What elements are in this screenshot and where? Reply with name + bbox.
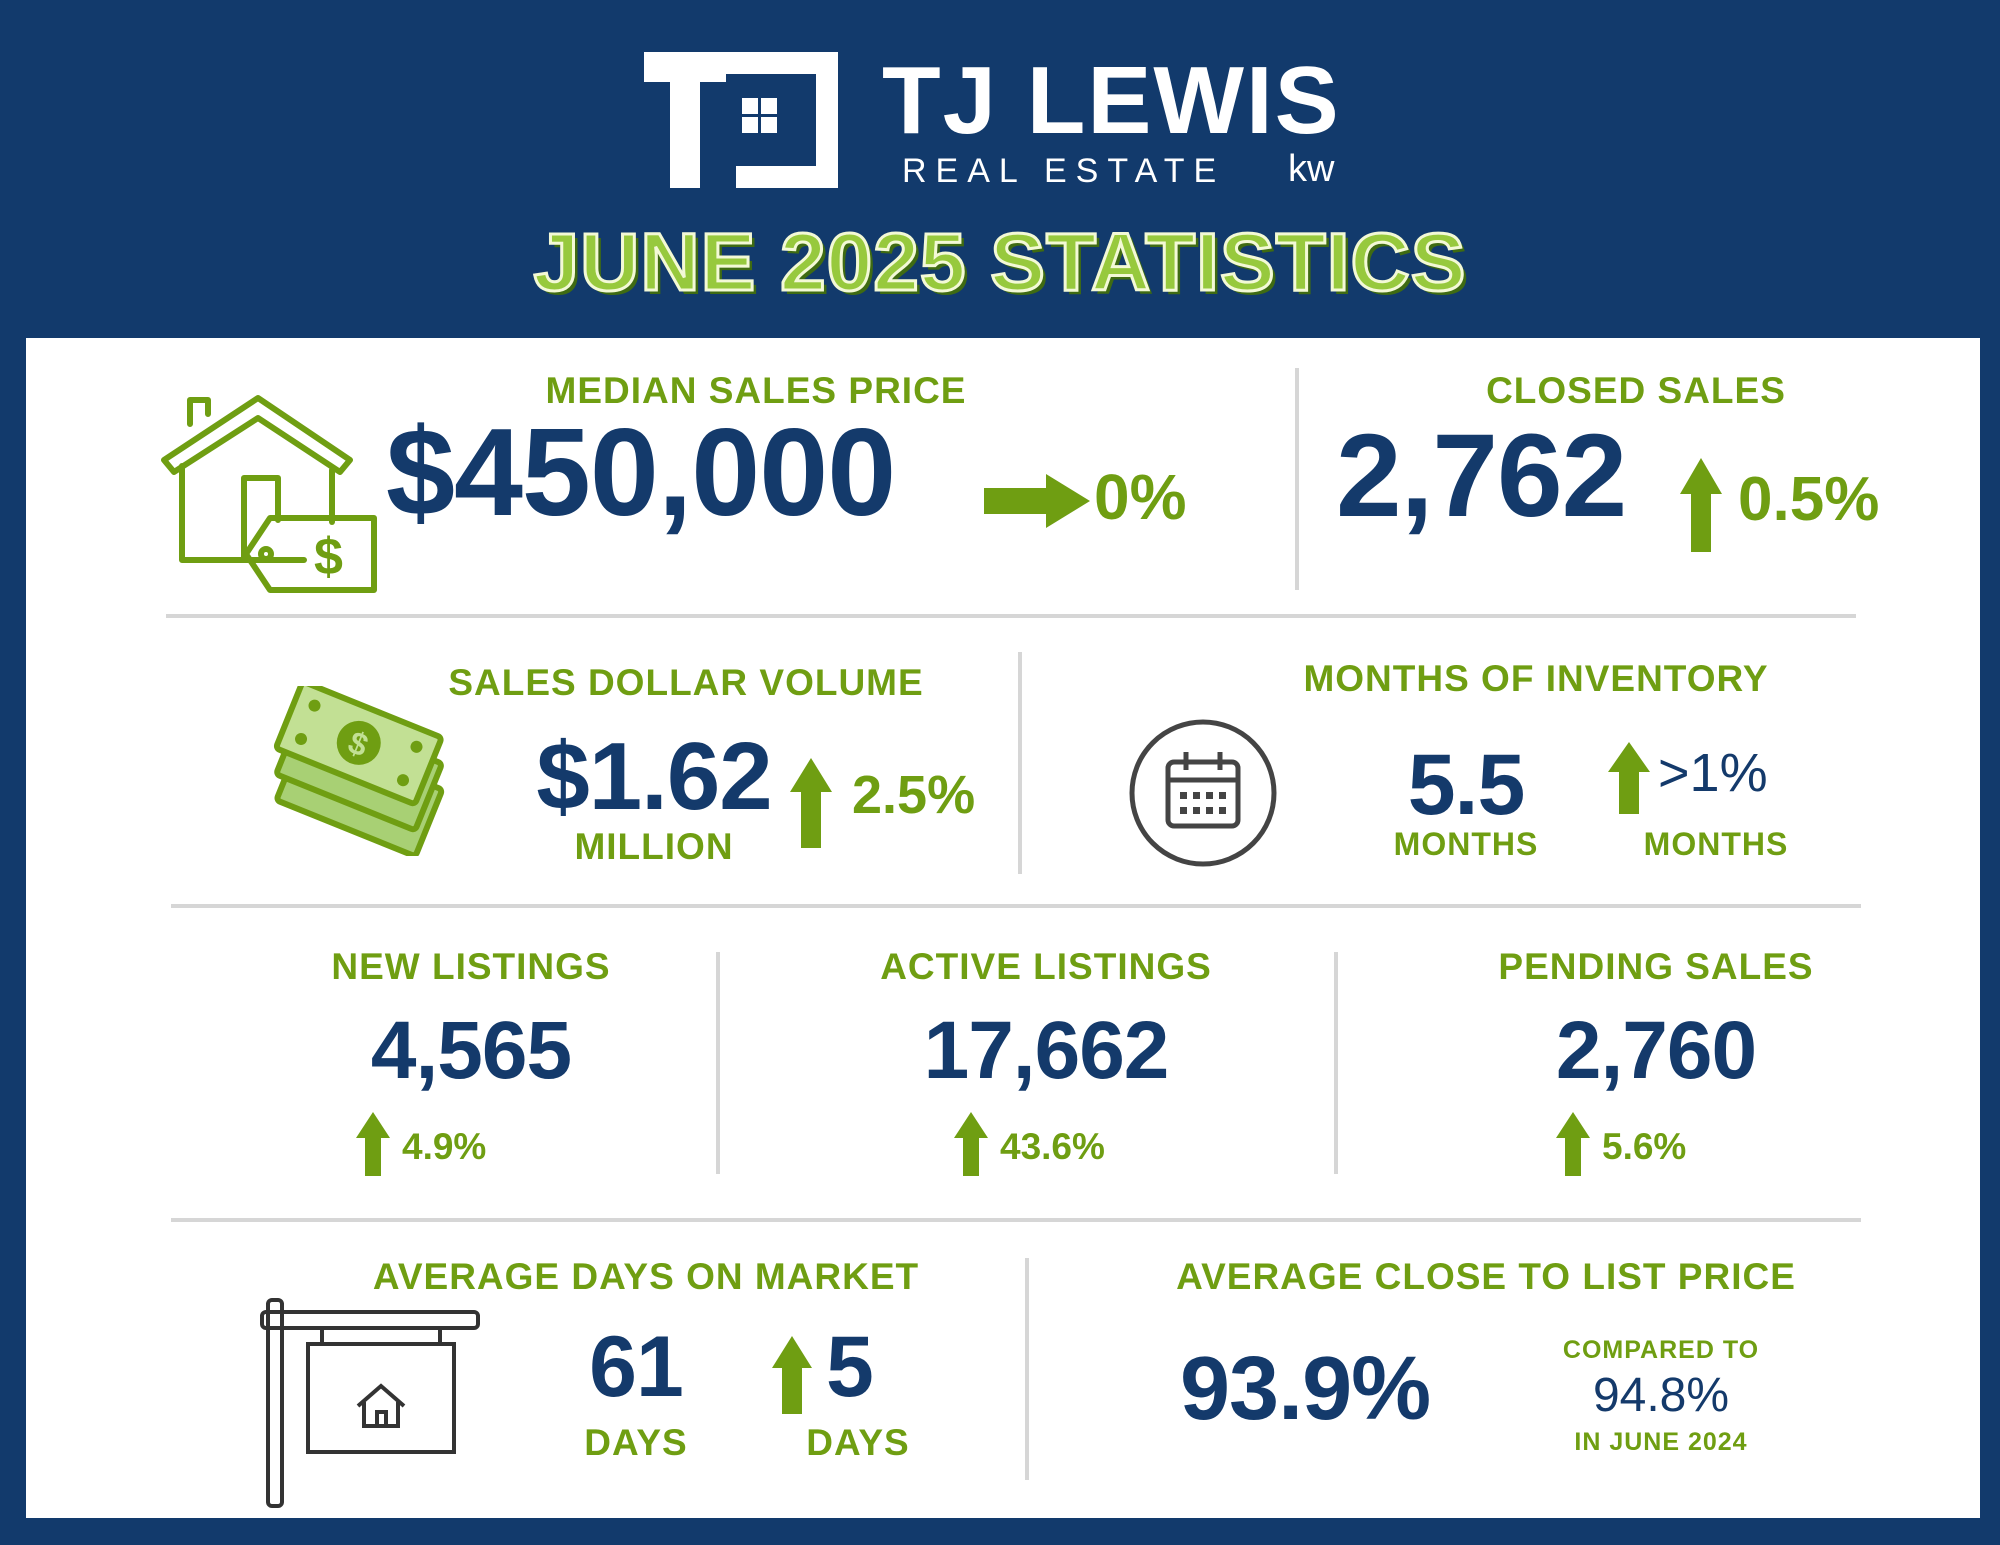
- pending-sales-value: 2,760: [1555, 1005, 1757, 1096]
- for-sale-sign-icon: [258, 1296, 482, 1510]
- sales-dollar-volume-label: SALES DOLLAR VOLUME: [448, 662, 924, 703]
- active-listings-change: 43.6%: [1000, 1126, 1105, 1167]
- divider-row-1: [166, 614, 1856, 618]
- arrow-up-icon: [356, 1112, 390, 1176]
- average-days-on-market-change: 5: [826, 1319, 874, 1415]
- arrow-up-icon: [772, 1336, 812, 1414]
- arrow-up-icon: [954, 1112, 988, 1176]
- median-sales-price-label: MEDIAN SALES PRICE: [545, 370, 967, 411]
- divider-row-2: [171, 904, 1861, 908]
- arrow-up-icon: [1608, 742, 1650, 814]
- months-of-inventory-change-unit: MONTHS: [1643, 826, 1789, 862]
- new-listings-value: 4,565: [370, 1005, 572, 1096]
- new-listings-change: 4.9%: [402, 1126, 487, 1167]
- sales-dollar-volume-unit: MILLION: [574, 826, 734, 867]
- divider-col-4: [1334, 952, 1338, 1174]
- divider-col-3: [716, 952, 720, 1174]
- new-listings-label: NEW LISTINGS: [331, 946, 611, 987]
- money-stack-icon: $: [264, 686, 464, 856]
- median-sales-price-value: $450,000: [386, 404, 896, 542]
- average-days-on-market-unit: DAYS: [584, 1422, 688, 1463]
- months-of-inventory-unit: MONTHS: [1393, 826, 1539, 862]
- months-of-inventory-value: 5.5: [1407, 737, 1526, 833]
- brand-subtitle: REAL ESTATE: [902, 152, 1226, 190]
- compared-to-label: COMPARED TO: [1562, 1336, 1760, 1364]
- average-days-on-market-value: 61: [589, 1319, 684, 1415]
- average-days-on-market-change-unit: DAYS: [806, 1422, 910, 1463]
- closed-sales-change: 0.5%: [1738, 465, 1880, 534]
- average-close-to-list-value: 93.9%: [1180, 1339, 1431, 1439]
- pending-sales-change: 5.6%: [1602, 1126, 1687, 1167]
- average-days-on-market-label: AVERAGE DAYS ON MARKET: [372, 1256, 920, 1297]
- arrow-up-icon: [1680, 458, 1722, 552]
- stats-card: $ MEDIAN SALES PRICE $450,000 0% CLOSED …: [26, 338, 1980, 1518]
- divider-row-3: [171, 1218, 1861, 1222]
- months-of-inventory-label: MONTHS OF INVENTORY: [1303, 658, 1769, 699]
- median-sales-price-change: 0%: [1094, 461, 1187, 533]
- page-title: JUNE 2025 STATISTICS: [532, 216, 1467, 310]
- brand-logo-mark: [640, 50, 840, 190]
- arrow-right-icon: [984, 474, 1090, 528]
- brand-name: TJ LEWIS: [882, 47, 1341, 154]
- sales-dollar-volume-change: 2.5%: [852, 765, 976, 825]
- closed-sales-label: CLOSED SALES: [1486, 370, 1786, 411]
- months-of-inventory-change: >1%: [1658, 743, 1768, 803]
- active-listings-label: ACTIVE LISTINGS: [880, 946, 1212, 987]
- divider-col-1: [1295, 368, 1299, 590]
- average-close-to-list-label: AVERAGE CLOSE TO LIST PRICE: [1176, 1256, 1796, 1297]
- house-price-tag-icon: $: [160, 394, 378, 600]
- compared-value: 94.8%: [1592, 1369, 1730, 1422]
- divider-col-5: [1025, 1258, 1029, 1480]
- active-listings-value: 17,662: [923, 1005, 1170, 1096]
- brand-kw: kw: [1288, 148, 1335, 190]
- arrow-up-icon: [1556, 1112, 1590, 1176]
- pending-sales-label: PENDING SALES: [1498, 946, 1814, 987]
- closed-sales-value: 2,762: [1336, 410, 1627, 542]
- compared-period: IN JUNE 2024: [1574, 1428, 1748, 1456]
- arrow-up-icon: [790, 758, 832, 848]
- sales-dollar-volume-value: $1.62: [536, 723, 772, 830]
- svg-text:$: $: [314, 528, 343, 586]
- calendar-icon: [1128, 718, 1278, 868]
- divider-col-2: [1018, 652, 1022, 874]
